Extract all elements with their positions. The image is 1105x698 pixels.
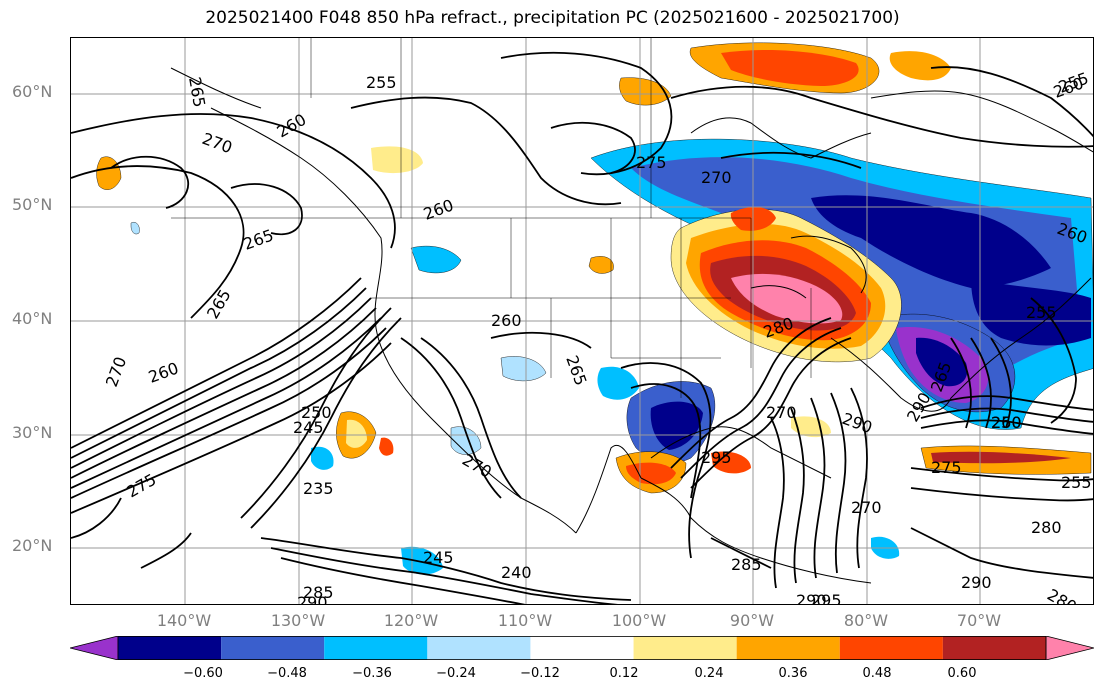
- contour-label: 270: [102, 354, 130, 389]
- colorbar-cell: [942, 636, 1046, 660]
- contour-label: 270: [766, 403, 797, 422]
- contour-label: 290: [840, 409, 875, 437]
- contour-label: 245: [293, 418, 324, 437]
- colorbar-cell: [633, 636, 737, 660]
- lat-label-40n: 40°N: [12, 309, 53, 328]
- colorbar-cells: [70, 636, 1094, 660]
- colorbar-tick: 0.36: [778, 666, 808, 681]
- contour-label: 260: [146, 358, 181, 386]
- contour-label: 270: [701, 168, 732, 187]
- contour-label: 270: [459, 450, 495, 482]
- colorbar-tick: −0.36: [352, 666, 392, 681]
- contour-label: 280: [1031, 518, 1062, 537]
- lat-label-60n: 60°N: [12, 82, 53, 101]
- contour-label: 250: [301, 403, 332, 422]
- contour-label: 280: [1044, 585, 1080, 605]
- lon-label-140w: 140°W: [156, 611, 212, 630]
- contour-label: 275: [124, 470, 160, 502]
- colorbar-cell: [839, 636, 943, 660]
- contour-label: 255: [1026, 303, 1057, 322]
- contour-label: 260: [991, 413, 1022, 432]
- colorbar-tick: −0.48: [267, 666, 307, 681]
- contour-label: 270: [200, 129, 235, 157]
- lon-label-100w: 100°W: [611, 611, 667, 630]
- map-panel: 255 265 260 270 270 260 265 275 265 260 …: [70, 37, 1094, 605]
- lon-label-120w: 120°W: [383, 611, 439, 630]
- contour-label: 245: [423, 548, 454, 567]
- colorbar-tick: 0.48: [862, 666, 892, 681]
- contour-label: 285: [303, 583, 334, 602]
- colorbar-cell: [736, 636, 840, 660]
- contour-label: 250: [991, 413, 1022, 432]
- contour-label: 265: [185, 75, 209, 108]
- contour-label: 260: [274, 110, 310, 142]
- precip-fills: [96, 42, 1093, 575]
- contour-label: 285: [731, 555, 762, 574]
- map-title: 2025021400 F048 850 hPa refract., precip…: [205, 8, 900, 28]
- contour-label: 290: [297, 593, 328, 605]
- colorbar-cell: [530, 636, 634, 660]
- contour-label: 290: [961, 573, 992, 592]
- colorbar-tick: 0.60: [947, 666, 977, 681]
- lat-label-20n: 20°N: [12, 536, 53, 555]
- contour-label: 265: [241, 225, 276, 253]
- colorbar-cell: [427, 636, 531, 660]
- contour-label: 265: [203, 286, 235, 322]
- colorbar-tick: −0.24: [436, 666, 476, 681]
- colorbar-cell: [324, 636, 428, 660]
- lon-label-80w: 80°W: [843, 611, 889, 630]
- contour-label: 265: [562, 353, 590, 388]
- contour-label: 275: [931, 458, 962, 477]
- colorbar-tick: 0.12: [609, 666, 639, 681]
- colorbar: [70, 636, 1094, 660]
- contour-label: 270: [851, 498, 882, 517]
- lon-label-90w: 90°W: [729, 611, 775, 630]
- contour-label: 260: [491, 311, 522, 330]
- map-canvas: 255 265 260 270 270 260 265 275 265 260 …: [71, 38, 1093, 605]
- contour-lines: [71, 51, 1093, 604]
- coastlines: [170, 67, 1093, 584]
- lon-label-70w: 70°W: [956, 611, 1002, 630]
- contour-label: 295: [701, 448, 732, 467]
- lon-label-110w: 110°W: [497, 611, 553, 630]
- colorbar-extend-max: [1045, 636, 1094, 660]
- contour-label: 255: [366, 73, 397, 92]
- contour-label: 255: [1056, 68, 1091, 96]
- contour-label: 255: [1061, 473, 1092, 492]
- contour-label: 240: [501, 563, 532, 582]
- contour-label: 275: [636, 153, 667, 172]
- contour-label: 295: [811, 591, 842, 605]
- colorbar-extend-min: [70, 636, 119, 660]
- colorbar-cell: [118, 636, 222, 660]
- contour-label: 260: [421, 195, 456, 223]
- contour-label: 290: [796, 591, 827, 605]
- colorbar-tick: −0.12: [520, 666, 560, 681]
- colorbar-outline: [117, 636, 1047, 660]
- lat-label-50n: 50°N: [12, 195, 53, 214]
- colorbar-cell: [221, 636, 325, 660]
- graticule: [71, 38, 1093, 604]
- lon-label-130w: 130°W: [270, 611, 326, 630]
- colorbar-tick: −0.60: [183, 666, 223, 681]
- contour-label: 235: [303, 479, 334, 498]
- lat-label-30n: 30°N: [12, 423, 53, 442]
- colorbar-tick: 0.24: [694, 666, 724, 681]
- state-borders: [171, 38, 812, 398]
